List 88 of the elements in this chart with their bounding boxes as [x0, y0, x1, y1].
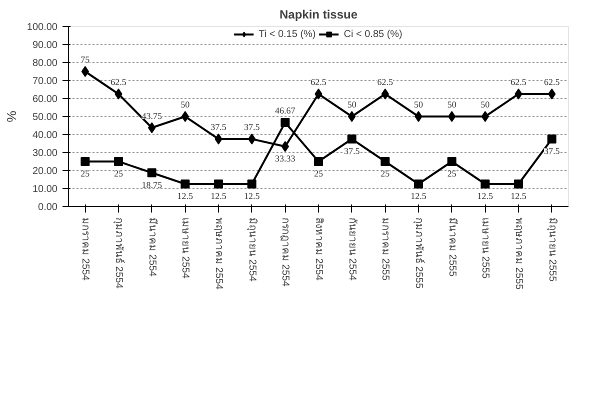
legend-label: Ti < 0.15 (%)	[258, 28, 316, 40]
data-label: 50	[347, 100, 357, 110]
point	[481, 111, 489, 122]
legend-label: Ci < 0.85 (%)	[344, 28, 402, 40]
point	[247, 180, 256, 188]
x-tick-label: กุมภาพันธ์ 2554	[113, 218, 125, 289]
x-tick-label: มิถุนายน 2555	[546, 218, 558, 282]
data-label: 25	[114, 168, 124, 178]
x-tick-label: สิงหาคม 2554	[313, 218, 324, 281]
data-label: 12.5	[210, 191, 227, 201]
x-tick-label: มกราคม 2554	[80, 218, 91, 281]
point	[81, 66, 89, 77]
x-tick-label: มีนาคม 2554	[146, 218, 158, 277]
point	[214, 180, 223, 188]
x-tick-label: กันยายน 2554	[346, 218, 358, 281]
y-tick-label: 80.00	[32, 58, 58, 69]
y-tick-label: 70.00	[32, 76, 58, 87]
data-label: 37.5	[244, 122, 260, 132]
data-label: 12.5	[177, 191, 194, 201]
point	[114, 157, 123, 166]
data-label: 25	[447, 168, 457, 178]
point	[514, 180, 523, 188]
point	[147, 168, 156, 178]
data-label: 46.67	[275, 105, 296, 116]
y-tick-label: 100.00	[26, 22, 58, 33]
y-tick-label: 90.00	[32, 40, 58, 51]
y-tick-label: 10.00	[32, 184, 58, 195]
point	[180, 180, 190, 188]
data-label: 37.5	[344, 146, 360, 156]
data-label: 50	[180, 100, 190, 110]
point	[314, 157, 323, 166]
point	[414, 180, 423, 188]
x-tick-label: พฤษภาคม 2555	[513, 218, 524, 290]
data-label: 25	[380, 168, 390, 178]
point	[181, 111, 189, 122]
point	[114, 88, 122, 100]
data-label: 12.5	[244, 191, 260, 201]
point	[381, 88, 389, 100]
point	[347, 134, 356, 144]
point	[214, 134, 222, 144]
data-label: 18.75	[142, 180, 162, 190]
point	[380, 157, 390, 166]
y-tick-label: 30.00	[32, 148, 58, 159]
data-label: 12.5	[477, 191, 494, 201]
point	[547, 134, 556, 144]
x-tick-label: พฤษภาคม 2554	[213, 218, 224, 290]
data-label: 25	[314, 168, 324, 178]
point	[348, 111, 356, 122]
data-label: 62.5	[310, 77, 327, 87]
chart-title: Napkin tissue	[279, 8, 358, 22]
data-label: 37.5	[210, 122, 227, 132]
x-tick-label: มีนาคม 2555	[446, 218, 458, 277]
x-tick-label: มิถุนายน 2554	[246, 218, 258, 282]
point	[414, 111, 422, 122]
y-tick-label: 20.00	[32, 166, 58, 177]
point	[548, 88, 556, 100]
data-label: 50	[480, 100, 490, 110]
data-label: 62.5	[544, 77, 560, 87]
data-label: 62.5	[110, 77, 127, 87]
data-label: 33.33	[275, 154, 296, 164]
y-tick-label: 50.00	[32, 112, 58, 123]
data-label: 62.5	[510, 77, 527, 87]
point	[447, 157, 456, 166]
x-tick-label: เมษายน 2554	[180, 218, 191, 279]
point	[448, 111, 456, 122]
point	[514, 88, 522, 100]
data-label: 62.5	[377, 77, 394, 87]
data-label: 75	[80, 54, 90, 64]
point	[480, 180, 490, 188]
data-label: 12.5	[410, 191, 427, 201]
y-axis-title: %	[4, 110, 19, 122]
point	[80, 157, 90, 166]
x-tick-label: มกราคม 2555	[380, 218, 391, 281]
point	[314, 88, 322, 100]
data-label: 50	[447, 100, 457, 110]
y-tick-label: 60.00	[32, 94, 58, 105]
x-tick-label: เมษายน 2555	[480, 218, 491, 279]
data-label: 43.75	[142, 110, 162, 121]
data-label: 50	[414, 100, 424, 110]
y-tick-label: 0.00	[38, 202, 58, 213]
x-tick-label: กรกฎาคม 2554	[280, 218, 291, 287]
x-tick-label: กุมภาพันธ์ 2555	[413, 218, 425, 289]
y-tick-label: 40.00	[32, 130, 58, 141]
point	[248, 134, 256, 144]
data-label: 12.5	[510, 191, 527, 201]
data-label: 37.5	[544, 146, 560, 156]
point	[280, 118, 290, 127]
data-label: 25	[80, 168, 90, 178]
